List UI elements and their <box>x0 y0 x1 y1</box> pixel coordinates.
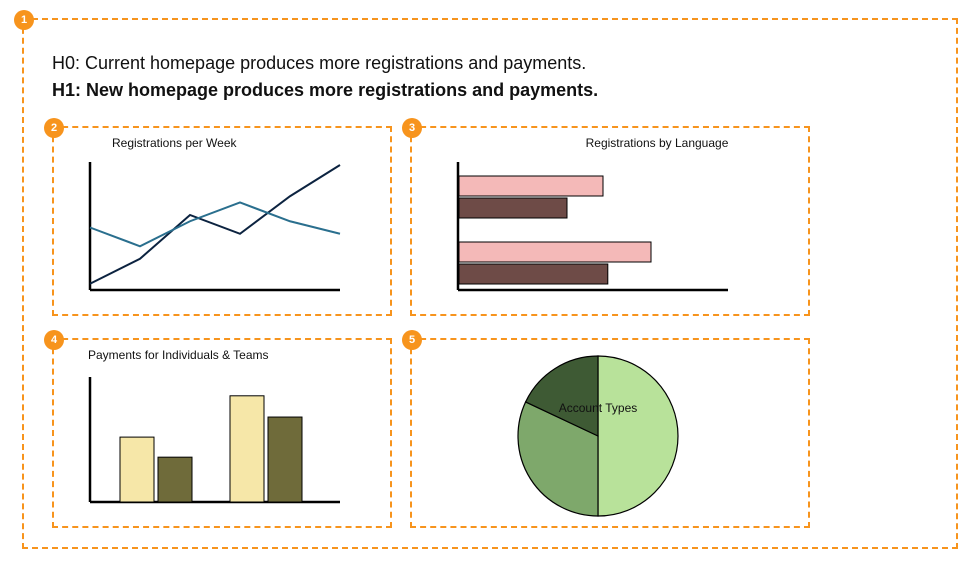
chart-payments <box>70 362 378 517</box>
chart-title-reg-week: Registrations per Week <box>112 136 378 150</box>
chart-reg-by-lang <box>428 150 796 305</box>
hypothesis-h0: H0: Current homepage produces more regis… <box>52 50 928 77</box>
badge-5: 5 <box>402 330 422 350</box>
outer-container: 1 H0: Current homepage produces more reg… <box>22 18 958 549</box>
chart-title-reg-lang: Registrations by Language <box>518 136 796 150</box>
chart-grid: 2 Registrations per Week 3 Registrations… <box>52 126 928 528</box>
panel-reg-per-week: 2 Registrations per Week <box>52 126 392 316</box>
chart-title-payments: Payments for Individuals & Teams <box>88 348 378 362</box>
panel-reg-by-lang: 3 Registrations by Language <box>410 126 810 316</box>
panel-payments: 4 Payments for Individuals & Teams <box>52 338 392 528</box>
panel-account-types: 5 Account Types <box>410 338 810 528</box>
badge-4: 4 <box>44 330 64 350</box>
badge-3: 3 <box>402 118 422 138</box>
svg-text:Account Types: Account Types <box>559 401 638 415</box>
hypotheses-block: H0: Current homepage produces more regis… <box>52 50 928 104</box>
chart-account-types: Account Types <box>428 348 796 518</box>
badge-1: 1 <box>14 10 34 30</box>
chart-reg-per-week <box>70 150 378 305</box>
badge-2: 2 <box>44 118 64 138</box>
hypothesis-h1: H1: New homepage produces more registrat… <box>52 77 928 104</box>
